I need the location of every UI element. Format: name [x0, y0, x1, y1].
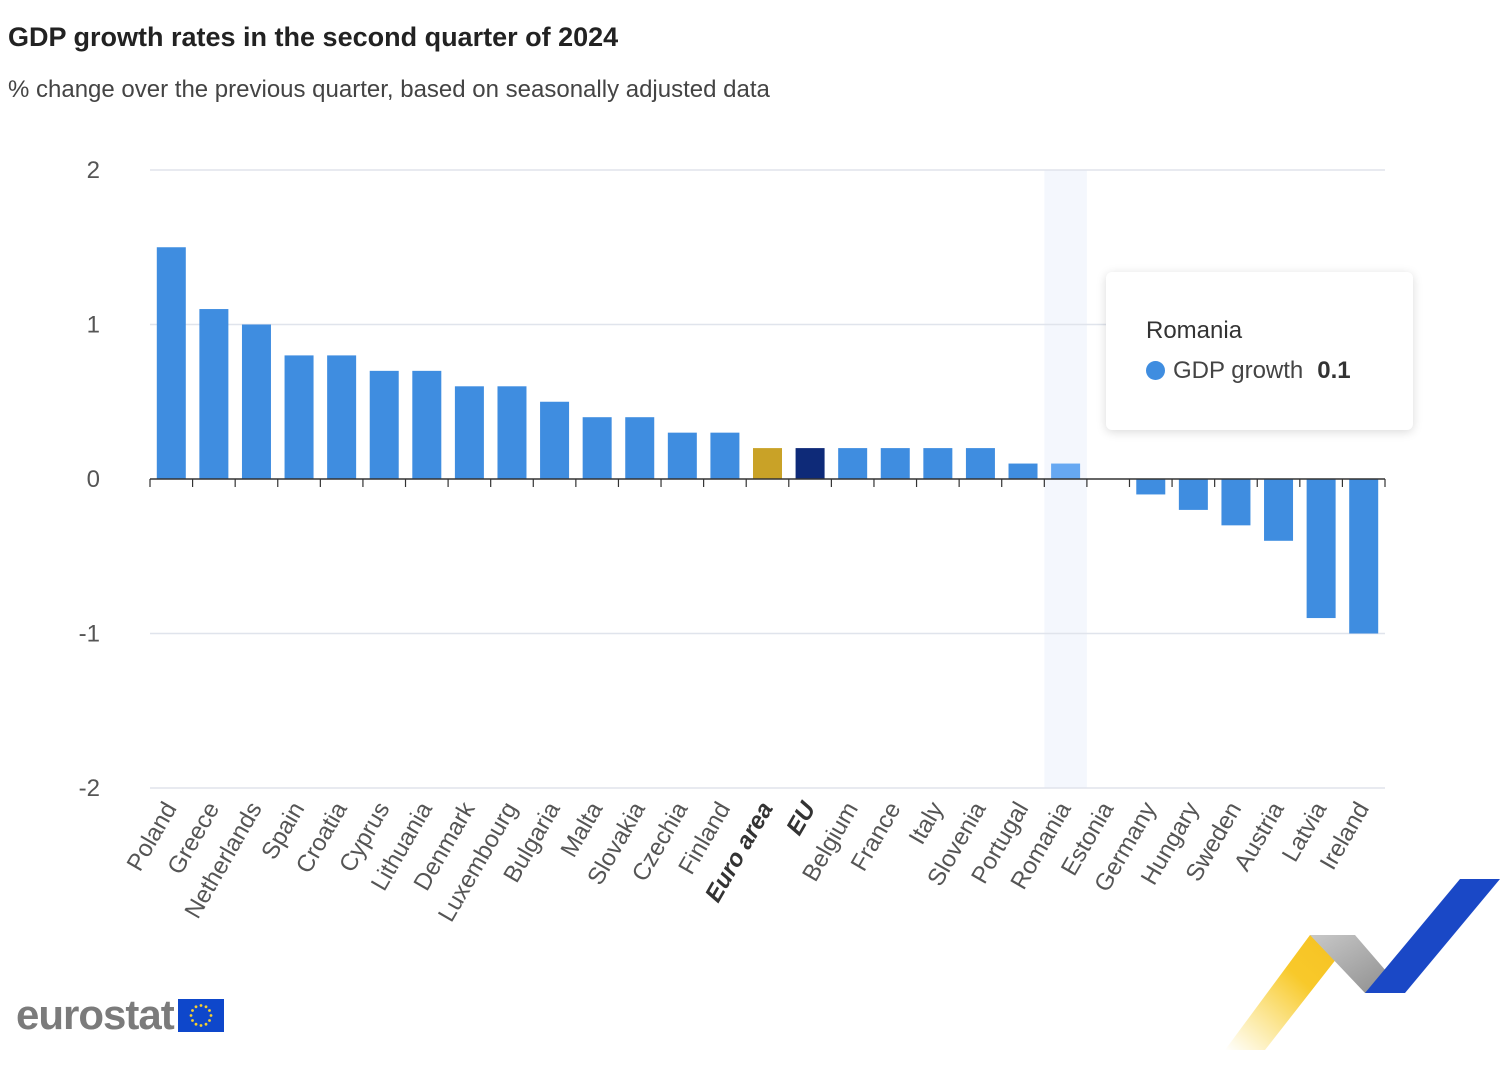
bar-eu: [795, 448, 825, 479]
tooltip-row: GDP growth 0.1: [1146, 357, 1351, 385]
bar-slovakia: [625, 417, 655, 479]
bar-portugal: [1008, 463, 1038, 479]
bar-poland: [156, 247, 186, 479]
y-tick-label: 2: [87, 157, 100, 184]
y-tick-label: 1: [87, 312, 100, 339]
logo-text: eurostat: [16, 991, 175, 1038]
bar-romania: [1051, 463, 1081, 479]
x-tick-label: EU: [781, 797, 821, 840]
bar-slovenia: [965, 448, 995, 479]
bar-euro-area: [753, 448, 782, 479]
tooltip-country: Romania: [1146, 317, 1243, 344]
bar-croatia: [327, 355, 357, 479]
y-tick-label: -1: [79, 621, 100, 648]
bar-italy: [923, 448, 953, 479]
y-tick-label: -2: [79, 775, 100, 802]
bar-bulgaria: [540, 401, 570, 479]
bar-denmark: [454, 386, 484, 479]
bar-lithuania: [412, 370, 442, 479]
bar-greece: [199, 309, 229, 479]
eu-flag-icon: [177, 999, 224, 1032]
chart-title: GDP growth rates in the second quarter o…: [8, 22, 619, 52]
bar-cyprus: [369, 370, 399, 479]
bar-germany: [1136, 479, 1166, 495]
y-tick-label: 0: [87, 466, 100, 493]
bar-malta: [582, 417, 612, 479]
bar-austria: [1264, 479, 1294, 541]
bar-luxembourg: [497, 386, 527, 479]
bar-latvia: [1306, 479, 1336, 619]
bar-hungary: [1178, 479, 1208, 510]
bar-czechia: [667, 432, 697, 479]
chart-subtitle: % change over the previous quarter, base…: [8, 76, 770, 103]
bar-netherlands: [241, 324, 271, 479]
tooltip-value: 0.1: [1317, 357, 1351, 384]
tooltip-series: GDP growth: [1173, 357, 1304, 384]
bar-finland: [710, 432, 740, 479]
bar-spain: [284, 355, 314, 479]
bar-belgium: [838, 448, 868, 479]
eurostat-logo[interactable]: eurostat: [16, 990, 224, 1040]
data-tooltip: Romania GDP growth 0.1: [1106, 272, 1413, 430]
bar-sweden: [1221, 479, 1251, 526]
decorative-ribbon: [1225, 879, 1500, 1050]
bar-ireland: [1349, 479, 1379, 634]
bar-france: [880, 448, 910, 479]
series-dot-icon: [1146, 361, 1165, 380]
